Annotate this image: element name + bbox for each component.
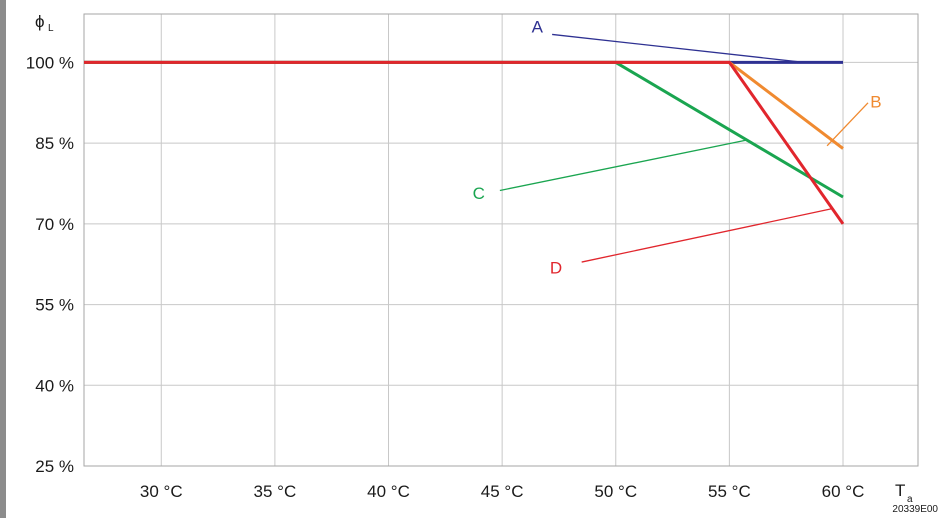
- y-axis-label-subscript: L: [48, 23, 54, 34]
- curve-label-d: D: [550, 258, 562, 277]
- curve-label-c: C: [473, 184, 485, 203]
- x-tick-label: 40 °C: [367, 482, 410, 501]
- annotation-pointer-b: [826, 102, 869, 147]
- plot-frame: [83, 13, 919, 467]
- x-tick-label: 30 °C: [140, 482, 183, 501]
- y-tick-label: 100 %: [26, 53, 74, 72]
- x-axis-ticks: 30 °C 35 °C 40 °C 45 °C 50 °C 55 °C 60 °C: [140, 482, 864, 501]
- series-line-d: [84, 60, 845, 225]
- curve-label-a: A: [532, 17, 544, 36]
- y-tick-label: 40 %: [35, 376, 74, 395]
- annotation-pointer-a: [552, 33, 805, 64]
- x-tick-label: 45 °C: [481, 482, 524, 501]
- x-tick-label: 35 °C: [254, 482, 297, 501]
- grid: [84, 14, 918, 467]
- annotation-pointer-d: [581, 208, 832, 263]
- x-axis-label: T: [895, 481, 905, 500]
- y-axis-ticks: 25 % 40 % 55 % 70 % 85 % 100 %: [26, 53, 74, 476]
- curve-label-b: B: [870, 93, 881, 112]
- x-axis-label-subscript: a: [907, 494, 913, 505]
- y-tick-label: 25 %: [35, 457, 74, 476]
- x-tick-label: 55 °C: [708, 482, 751, 501]
- left-edge-bar: [0, 0, 6, 518]
- y-tick-label: 85 %: [35, 134, 74, 153]
- annotation-pointer-c: [499, 139, 748, 192]
- y-tick-label: 70 %: [35, 215, 74, 234]
- x-tick-label: 50 °C: [594, 482, 637, 501]
- curve-annotations: A B C D: [473, 17, 882, 277]
- y-axis-label: ϕ: [35, 12, 45, 31]
- x-tick-label: 60 °C: [822, 482, 865, 501]
- figure-id: 20339E00: [892, 504, 938, 515]
- series-lines: [84, 60, 845, 225]
- y-tick-label: 55 %: [35, 296, 74, 315]
